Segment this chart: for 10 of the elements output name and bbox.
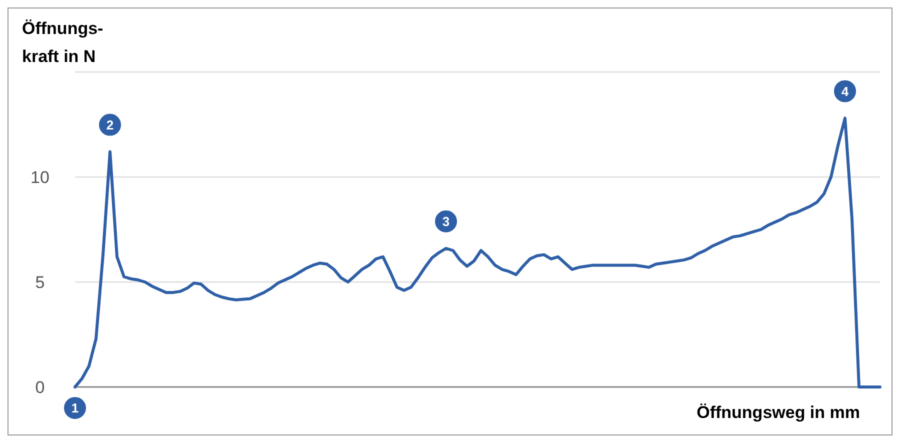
annotation: 2 bbox=[106, 117, 114, 132]
x-axis-title: Öffnungsweg in mm bbox=[696, 403, 860, 422]
y-axis-title: Öffnungs- kraft in N bbox=[22, 19, 104, 66]
annotation: 4 bbox=[841, 84, 850, 99]
y-tick-label: 10 bbox=[30, 168, 50, 187]
y-tick-label: 0 bbox=[35, 378, 45, 397]
annotation: 1 bbox=[71, 400, 79, 416]
y-tick-label: 5 bbox=[35, 272, 45, 292]
line-series bbox=[74, 116, 882, 388]
annotation: 3 bbox=[442, 214, 450, 229]
